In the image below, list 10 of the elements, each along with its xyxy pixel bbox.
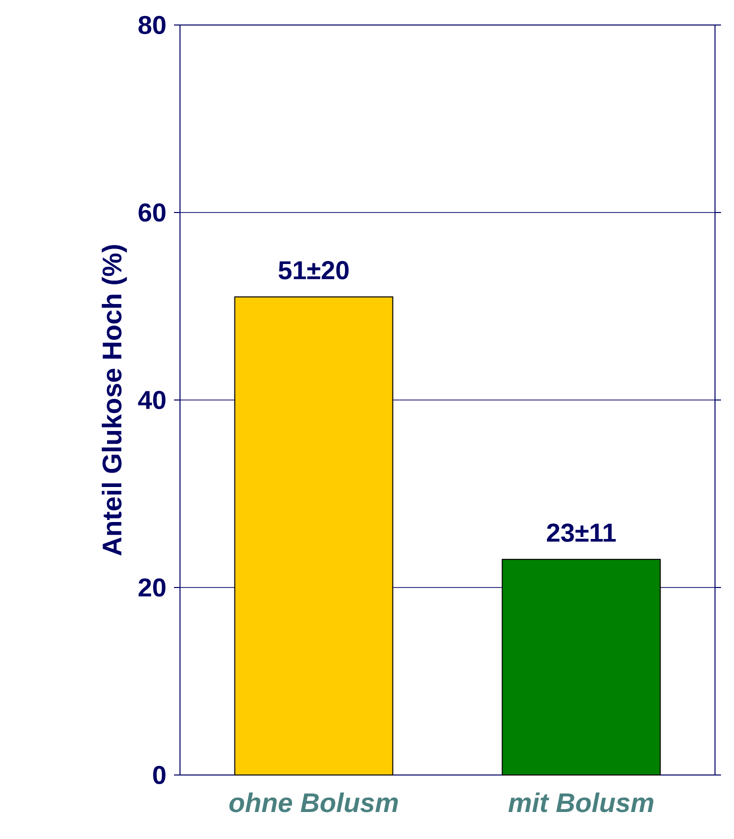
- y-tick-label: 0: [153, 766, 166, 784]
- y-tick-label: 60: [138, 203, 166, 222]
- y-tick-label: 20: [138, 578, 166, 597]
- data-label: 51±20: [278, 261, 349, 280]
- data-label: 23±11: [546, 524, 616, 542]
- y-tick-label: 40: [138, 390, 166, 410]
- x-tick-label: ohne Bolusm: [229, 792, 398, 812]
- y-tick-label: 80: [138, 16, 166, 34]
- x-tick-label: mit Bolusm: [508, 792, 654, 812]
- y-axis-title: Anteil Glukose Hoch (%): [102, 245, 127, 556]
